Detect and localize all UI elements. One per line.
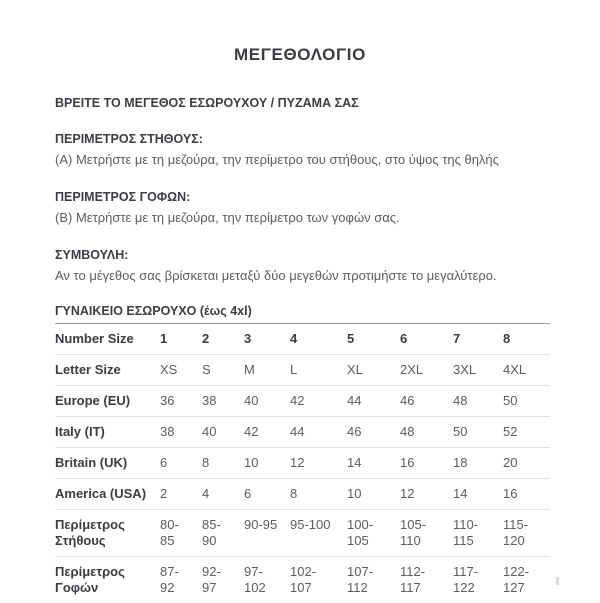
- table-cell: 42: [244, 417, 290, 448]
- table-cell: M: [244, 355, 290, 386]
- table-cell: 44: [347, 386, 400, 417]
- table-cell: L: [290, 355, 347, 386]
- table-cell: 38: [202, 386, 244, 417]
- table-cell: 8: [503, 324, 550, 355]
- table-cell: 38: [160, 417, 202, 448]
- table-cell: 50: [453, 417, 503, 448]
- section-heading: ΠΕΡΙΜΕΤΡΟΣ ΣΤΗΘΟΥΣ:: [55, 132, 550, 146]
- table-cell: 8: [290, 479, 347, 510]
- table-cell: 7: [453, 324, 503, 355]
- table-cell: 40: [202, 417, 244, 448]
- row-label: Britain (UK): [55, 448, 160, 479]
- table-cell: 110- 115: [453, 510, 503, 557]
- table-cell: 52: [503, 417, 550, 448]
- table-cell: 46: [400, 386, 453, 417]
- table-cell: 87- 92: [160, 557, 202, 603]
- table-cell: 92- 97: [202, 557, 244, 603]
- table-cell: 50: [503, 386, 550, 417]
- table-cell: 10: [347, 479, 400, 510]
- table-cell: 36: [160, 386, 202, 417]
- table-cell: 6: [400, 324, 453, 355]
- table-cell: 107- 112: [347, 557, 400, 603]
- table-cell: 117- 122: [453, 557, 503, 603]
- size-table-title: ΓΥΝΑΙΚΕΙΟ ΕΣΩΡΟΥΧΟ (έως 4xl): [55, 304, 550, 324]
- table-cell: 102- 107: [290, 557, 347, 603]
- row-label: Περίμετρος Στήθους: [55, 510, 160, 557]
- table-cell: XS: [160, 355, 202, 386]
- table-cell: 20: [503, 448, 550, 479]
- table-cell: 6: [244, 479, 290, 510]
- table-cell: 16: [400, 448, 453, 479]
- table-cell: 1: [160, 324, 202, 355]
- table-cell: 2: [202, 324, 244, 355]
- table-cell: 12: [290, 448, 347, 479]
- table-cell: 5: [347, 324, 400, 355]
- table-cell: 8: [202, 448, 244, 479]
- table-cell: 90-95: [244, 510, 290, 557]
- table-cell: 80- 85: [160, 510, 202, 557]
- table-cell: 2XL: [400, 355, 453, 386]
- table-cell: 122- 127: [503, 557, 550, 603]
- section-heading: ΠΕΡΙΜΕΤΡΟΣ ΓΟΦΩΝ:: [55, 190, 550, 204]
- row-label: Letter Size: [55, 355, 160, 386]
- table-cell: 115- 120: [503, 510, 550, 557]
- table-cell: 3XL: [453, 355, 503, 386]
- table-cell: 48: [453, 386, 503, 417]
- section-heading: ΣΥΜΒΟΥΛΗ:: [55, 248, 550, 262]
- table-cell: 14: [453, 479, 503, 510]
- table-cell: 85- 90: [202, 510, 244, 557]
- row-label: Italy (IT): [55, 417, 160, 448]
- table-cell: 48: [400, 417, 453, 448]
- row-label: America (USA): [55, 479, 160, 510]
- table-cell: 112- 117: [400, 557, 453, 603]
- table-cell: 16: [503, 479, 550, 510]
- table-cell: 42: [290, 386, 347, 417]
- table-cell: 10: [244, 448, 290, 479]
- row-label: Περίμετρος Γοφών: [55, 557, 160, 603]
- scrollbar-thumb: [556, 577, 559, 585]
- table-cell: 18: [453, 448, 503, 479]
- table-cell: 6: [160, 448, 202, 479]
- table-cell: 97- 102: [244, 557, 290, 603]
- table-cell: 100- 105: [347, 510, 400, 557]
- table-cell: 46: [347, 417, 400, 448]
- table-cell: 4: [290, 324, 347, 355]
- table-cell: 40: [244, 386, 290, 417]
- section-body: Αν το μέγεθος σας βρίσκεται μεταξύ δύο μ…: [55, 268, 550, 284]
- table-cell: 95-100: [290, 510, 347, 557]
- table-cell: S: [202, 355, 244, 386]
- table-cell: 2: [160, 479, 202, 510]
- section-body: (Α) Μετρήστε με τη μεζούρα, την περίμετρ…: [55, 152, 550, 168]
- table-cell: 44: [290, 417, 347, 448]
- table-cell: 12: [400, 479, 453, 510]
- table-cell: 4XL: [503, 355, 550, 386]
- table-cell: 105- 110: [400, 510, 453, 557]
- row-label: Number Size: [55, 324, 160, 355]
- table-cell: 3: [244, 324, 290, 355]
- section-breast-circumference: ΠΕΡΙΜΕΤΡΟΣ ΣΤΗΘΟΥΣ: (Α) Μετρήστε με τη μ…: [55, 132, 550, 168]
- table-cell: 14: [347, 448, 400, 479]
- table-cell: 4: [202, 479, 244, 510]
- section-hip-circumference: ΠΕΡΙΜΕΤΡΟΣ ΓΟΦΩΝ: (Β) Μετρήστε με τη μεζ…: [55, 190, 550, 226]
- row-label: Europe (EU): [55, 386, 160, 417]
- section-advice: ΣΥΜΒΟΥΛΗ: Αν το μέγεθος σας βρίσκεται με…: [55, 248, 550, 284]
- page-title: ΜΕΓΕΘΟΛΟΓΙΟ: [0, 0, 600, 63]
- section-body: (Β) Μετρήστε με τη μεζούρα, την περίμετρ…: [55, 210, 550, 226]
- page-subtitle: ΒΡΕΙΤΕ ΤΟ ΜΕΓΕΘΟΣ ΕΣΩΡΟΥΧΟΥ / ΠΥΖΑΜΑ ΣΑΣ: [55, 96, 550, 110]
- table-cell: XL: [347, 355, 400, 386]
